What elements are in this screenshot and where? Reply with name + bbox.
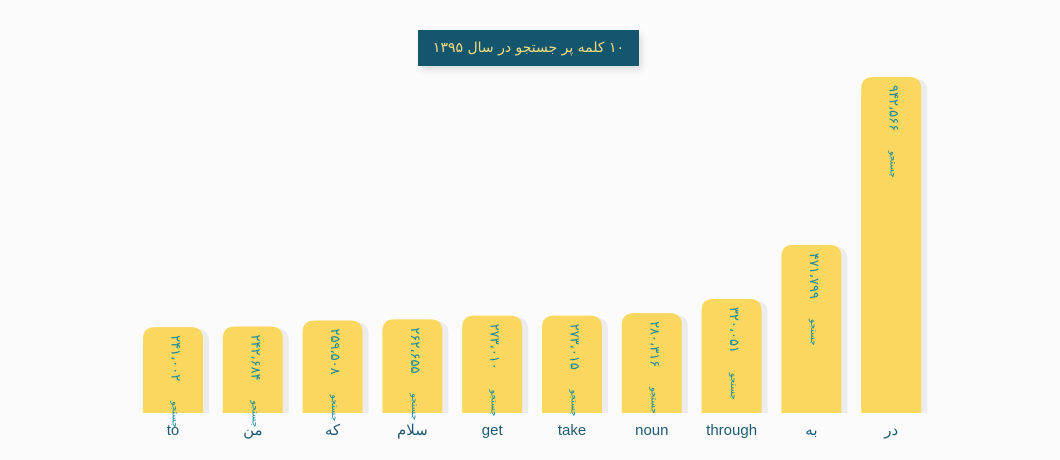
bar xyxy=(542,315,602,413)
bar xyxy=(861,77,922,413)
bar-unit-label: جستجو xyxy=(329,393,339,421)
category-label: get xyxy=(482,422,504,439)
category-label: noun xyxy=(635,422,668,439)
value-label-group: ۲۵۹،۵۰۸ جستجو xyxy=(327,328,342,421)
bar-group: ۳۲۰،۰۵۱ جستجو through xyxy=(701,298,768,439)
bar-unit-label: جستجو xyxy=(569,389,579,417)
value-label-group: ۲۴۱،۰۰۲ جستجو xyxy=(168,335,183,428)
bar-unit-label: جستجو xyxy=(888,150,898,178)
bar-unit-label: جستجو xyxy=(249,399,259,427)
bar-group: ۲۷۳،۰۱۵ جستجو take xyxy=(542,315,608,439)
category-label: که xyxy=(325,422,341,439)
bar-unit-label: جستجو xyxy=(728,372,738,400)
category-label: به xyxy=(805,422,817,439)
category-label: through xyxy=(706,422,757,439)
bar-group: ۴۷۱،۷۹۹ جستجو به xyxy=(781,244,848,439)
chart-title: ۱۰ کلمه پر جستجو در سال ۱۳۹۵ xyxy=(418,30,639,66)
value-label-group: ۲۸۰،۳۱۶ جستجو xyxy=(646,321,661,414)
category-label: سلام xyxy=(397,422,428,439)
category-label: در xyxy=(883,422,898,439)
value-label-group: ۳۲۰،۰۵۱ جستجو xyxy=(726,307,741,400)
bar xyxy=(701,298,762,413)
bar xyxy=(222,326,283,413)
bar-value-label: ۲۷۳،۰۱۵ xyxy=(567,324,582,370)
bar-group: ۹۴۲،۵۶۶ جستجو در xyxy=(861,77,928,439)
bar-group: ۲۷۳،۰۱۰ جستجو get xyxy=(462,315,529,439)
bar-value-label: ۲۶۲،۶۵۵ xyxy=(407,327,422,373)
bar-value-label: ۳۲۰،۰۵۱ xyxy=(726,307,741,353)
bar-unit-label: جستجو xyxy=(170,400,180,428)
bar-value-label: ۲۸۰،۳۱۶ xyxy=(646,321,661,367)
bar-value-label: ۲۴۲،۶۸۴ xyxy=(247,334,262,380)
bar xyxy=(621,313,682,413)
category-label: to xyxy=(167,422,180,439)
bar-unit-label: جستجو xyxy=(409,392,419,420)
value-label-group: ۲۷۳،۰۱۰ جستجو xyxy=(487,324,502,417)
value-label-group: ۲۷۳،۰۱۵ جستجو xyxy=(567,324,582,417)
value-label-group: ۴۷۱،۷۹۹ جستجو xyxy=(806,253,821,346)
bar xyxy=(143,327,203,413)
bar-value-label: ۲۵۹،۵۰۸ xyxy=(327,328,342,374)
category-label: take xyxy=(558,422,586,439)
value-label-group: ۲۶۲،۶۵۵ جستجو xyxy=(407,327,422,420)
bar xyxy=(462,315,523,413)
bar-unit-label: جستجو xyxy=(489,389,499,417)
bar xyxy=(302,320,363,413)
bar-value-label: ۲۴۱،۰۰۲ xyxy=(168,335,183,381)
bar-group: ۲۶۲،۶۵۵ جستجو سلام xyxy=(382,319,449,439)
bar xyxy=(382,319,443,413)
bar-unit-label: جستجو xyxy=(648,386,658,414)
value-label-group: ۹۴۲،۵۶۶ جستجو xyxy=(886,85,901,178)
value-label-group: ۲۴۲،۶۸۴ جستجو xyxy=(247,334,262,427)
bar-unit-label: جستجو xyxy=(808,318,818,346)
bar xyxy=(781,244,842,413)
bar-value-label: ۴۷۱،۷۹۹ xyxy=(806,253,821,299)
category-label: من xyxy=(243,422,262,439)
bar-group: ۲۸۰،۳۱۶ جستجو noun xyxy=(621,313,688,439)
bar-value-label: ۹۴۲،۵۶۶ xyxy=(886,85,901,131)
bar-value-label: ۲۷۳،۰۱۰ xyxy=(487,324,502,370)
